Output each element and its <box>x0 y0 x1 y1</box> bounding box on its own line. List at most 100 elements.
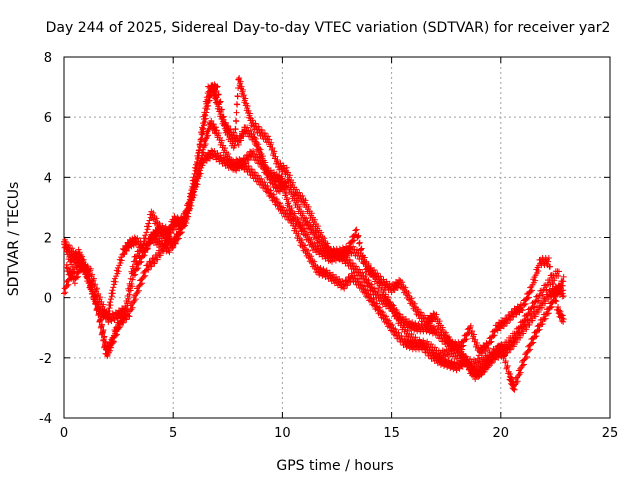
data-point-marker <box>62 289 69 296</box>
data-point-marker <box>390 302 397 309</box>
data-point-marker <box>134 235 141 242</box>
data-point-marker <box>382 313 389 320</box>
y-tick-label: -4 <box>39 412 52 427</box>
data-point-marker <box>502 358 509 365</box>
data-point-marker <box>427 317 434 324</box>
data-point-marker <box>308 236 315 243</box>
data-point-marker <box>509 313 516 320</box>
data-point-marker <box>120 311 127 318</box>
data-point-marker <box>244 103 251 110</box>
data-point-marker <box>329 271 336 278</box>
data-point-marker <box>294 215 301 222</box>
data-point-marker <box>380 276 387 283</box>
data-point-marker <box>73 274 80 281</box>
data-point-marker <box>103 309 110 316</box>
data-point-marker <box>309 224 316 231</box>
data-point-marker <box>460 342 467 349</box>
data-point-marker <box>512 310 519 317</box>
data-point-marker <box>271 178 278 185</box>
data-point-marker <box>69 245 76 252</box>
data-point-marker <box>283 164 290 171</box>
data-point-marker <box>110 284 117 291</box>
data-point-marker <box>535 297 542 304</box>
data-point-marker <box>280 204 287 211</box>
data-point-marker <box>92 281 99 288</box>
data-point-marker <box>221 121 228 128</box>
data-point-marker <box>144 245 151 252</box>
data-point-marker <box>470 367 477 374</box>
data-point-marker <box>172 240 179 247</box>
data-point-marker <box>191 184 198 191</box>
data-point-marker <box>519 362 526 369</box>
data-point-marker <box>498 341 505 348</box>
data-point-marker <box>311 258 318 265</box>
y-tick-label: 6 <box>44 111 52 126</box>
data-point-marker <box>265 169 272 176</box>
data-point-marker <box>470 331 477 338</box>
data-point-marker <box>141 238 148 245</box>
data-point-marker <box>84 275 91 282</box>
data-point-marker <box>262 164 269 171</box>
data-point-marker <box>431 344 438 351</box>
data-point-marker <box>122 305 129 312</box>
data-point-marker <box>507 317 514 324</box>
data-point-marker <box>545 258 552 265</box>
data-point-marker <box>86 278 93 285</box>
data-point-marker <box>223 156 230 163</box>
data-point-marker <box>167 230 174 237</box>
data-point-marker <box>321 235 328 242</box>
data-point-marker <box>545 254 552 261</box>
data-point-marker <box>370 296 377 303</box>
data-point-marker <box>152 233 159 240</box>
data-point-marker <box>462 336 469 343</box>
data-point-marker <box>520 361 527 368</box>
data-point-marker <box>522 300 529 307</box>
data-point-marker <box>72 250 79 257</box>
data-point-marker <box>361 258 368 265</box>
data-point-marker <box>497 342 504 349</box>
data-point-marker <box>108 293 115 300</box>
data-point-marker <box>530 339 537 346</box>
data-point-marker <box>165 247 172 254</box>
data-point-marker <box>157 252 164 259</box>
data-point-marker <box>411 300 418 307</box>
x-tick-label: 5 <box>169 426 177 441</box>
data-point-marker <box>355 232 362 239</box>
data-point-marker <box>417 309 424 316</box>
data-point-marker <box>513 311 520 318</box>
data-point-marker <box>246 110 253 117</box>
data-point-marker <box>516 309 523 316</box>
data-point-marker <box>384 297 391 304</box>
data-point-marker <box>434 326 441 333</box>
data-point-marker <box>243 100 250 107</box>
data-point-marker <box>494 351 501 358</box>
data-point-marker <box>354 233 361 240</box>
data-point-marker <box>349 260 356 267</box>
data-point-marker <box>356 239 363 246</box>
data-point-marker <box>508 375 515 382</box>
data-point-marker <box>280 186 287 193</box>
data-point-marker <box>107 302 114 309</box>
data-point-marker <box>145 266 152 273</box>
data-point-marker <box>271 148 278 155</box>
data-point-marker <box>539 321 546 328</box>
data-point-marker <box>356 240 363 247</box>
data-point-marker <box>96 318 103 325</box>
data-point-marker <box>547 292 554 299</box>
data-point-marker <box>487 339 494 346</box>
data-point-marker <box>215 130 222 137</box>
data-point-marker <box>343 281 350 288</box>
data-point-marker <box>344 282 351 289</box>
data-point-marker <box>87 265 94 272</box>
data-point-marker <box>212 124 219 131</box>
data-point-marker <box>408 295 415 302</box>
data-point-marker <box>364 262 371 269</box>
data-point-marker <box>197 136 204 143</box>
data-point-marker <box>98 315 105 322</box>
data-point-marker <box>199 131 206 138</box>
data-point-marker <box>485 345 492 352</box>
y-axis-label: SDTVAR / TECUs <box>6 182 22 297</box>
data-point-marker <box>504 349 511 356</box>
data-point-marker <box>245 162 252 169</box>
data-point-marker <box>142 272 149 279</box>
